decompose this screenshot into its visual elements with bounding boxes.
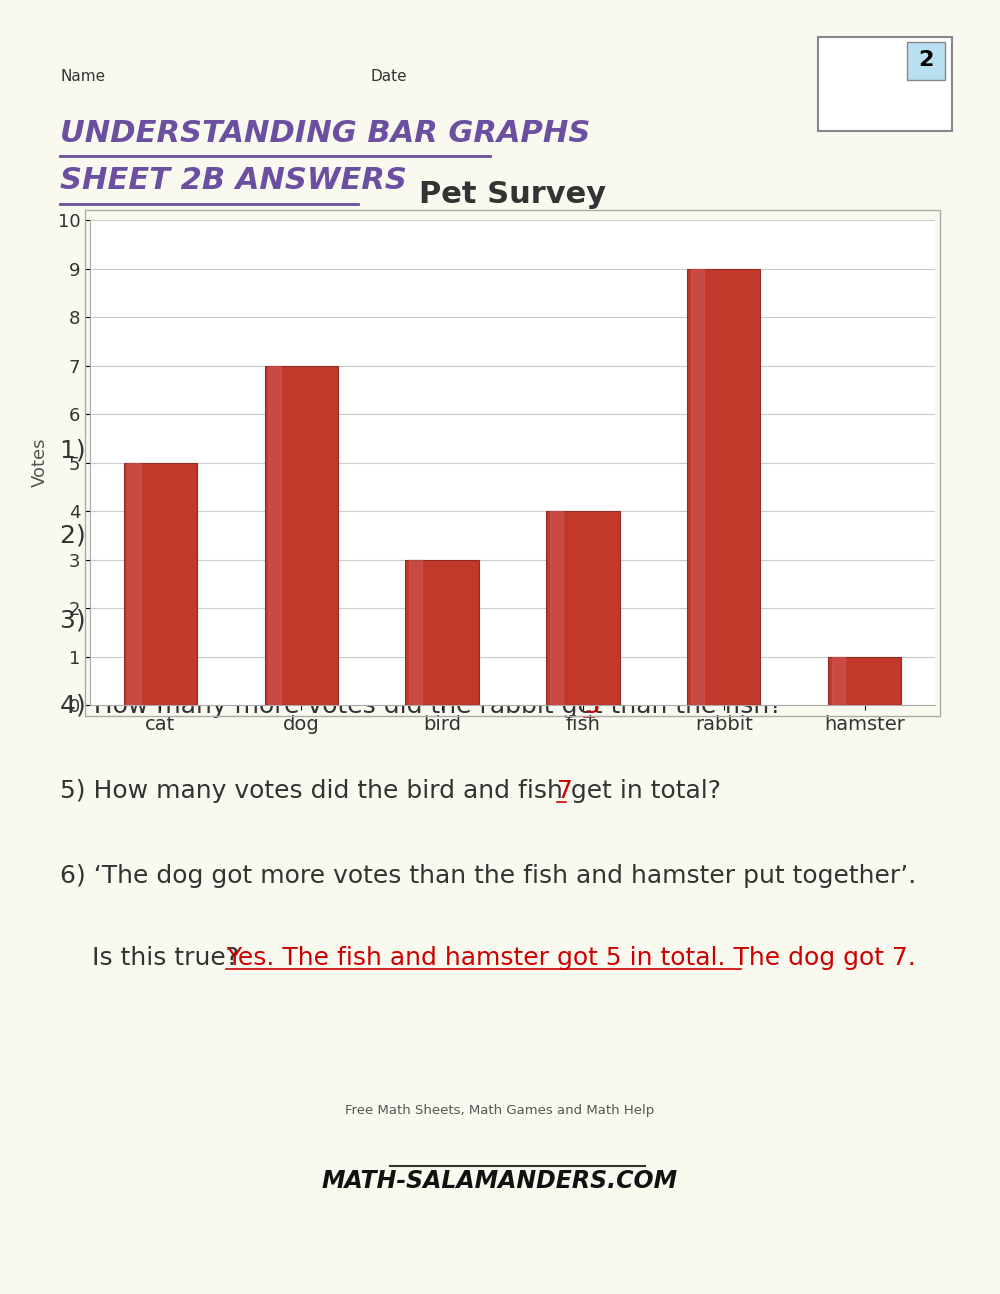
- Bar: [268, 365, 281, 705]
- Text: Is this true?: Is this true?: [60, 946, 247, 970]
- Text: Free Math Sheets, Math Games and Math Help: Free Math Sheets, Math Games and Math He…: [345, 1104, 655, 1117]
- Bar: [124, 463, 197, 705]
- Text: 5: 5: [584, 694, 600, 718]
- Text: 2: 2: [918, 49, 934, 70]
- Text: 7: 7: [557, 779, 573, 802]
- Text: Name: Name: [60, 69, 105, 84]
- Title: Pet Survey: Pet Survey: [419, 180, 606, 210]
- Text: 2) How many more votes did the dog get than the cat?: 2) How many more votes did the dog get t…: [60, 524, 757, 547]
- Bar: [265, 365, 338, 705]
- Bar: [550, 511, 563, 705]
- Text: MATH-SALAMANDERS.COM: MATH-SALAMANDERS.COM: [322, 1168, 678, 1193]
- Text: 1) Which pet got the most votes?: 1) Which pet got the most votes?: [60, 439, 486, 463]
- Text: SHEET 2B ANSWERS: SHEET 2B ANSWERS: [60, 166, 407, 194]
- Bar: [691, 269, 704, 705]
- Text: Yes. The fish and hamster got 5 in total. The dog got 7.: Yes. The fish and hamster got 5 in total…: [226, 946, 915, 970]
- Bar: [546, 511, 620, 705]
- Bar: [405, 559, 479, 705]
- Bar: [127, 463, 141, 705]
- Bar: [828, 657, 901, 705]
- Text: 3) How many more votes did the fish get than the bird?: 3) How many more votes did the fish get …: [60, 608, 765, 633]
- Y-axis label: Votes: Votes: [31, 437, 49, 488]
- FancyBboxPatch shape: [818, 36, 952, 131]
- Bar: [409, 559, 422, 705]
- Text: UNDERSTANDING BAR GRAPHS: UNDERSTANDING BAR GRAPHS: [60, 119, 590, 148]
- Bar: [832, 657, 845, 705]
- Text: Date: Date: [370, 69, 407, 84]
- FancyBboxPatch shape: [907, 41, 945, 80]
- Text: 1: 1: [566, 608, 582, 633]
- Text: 5) How many votes did the bird and fish get in total?: 5) How many votes did the bird and fish …: [60, 779, 729, 802]
- Text: 2: 2: [548, 524, 564, 547]
- Bar: [687, 269, 760, 705]
- Text: 6) ‘The dog got more votes than the fish and hamster put together’.: 6) ‘The dog got more votes than the fish…: [60, 864, 916, 888]
- Text: rabbit: rabbit: [364, 439, 438, 463]
- Text: 4) How many more votes did the rabbit get than the fish?: 4) How many more votes did the rabbit ge…: [60, 694, 790, 718]
